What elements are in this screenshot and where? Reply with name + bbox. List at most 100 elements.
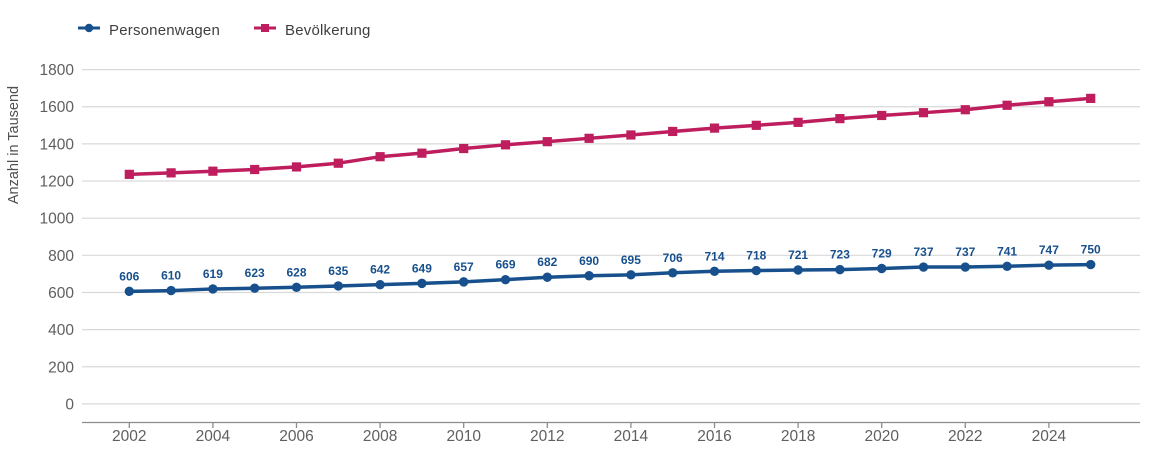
data-point: [668, 268, 678, 278]
data-label: 690: [579, 254, 599, 268]
y-tick-label: 200: [48, 359, 74, 376]
data-point: [542, 272, 552, 282]
x-tick-label: 2014: [614, 428, 649, 445]
data-point: [1044, 97, 1054, 107]
data-point: [960, 105, 970, 115]
data-label: 649: [412, 261, 432, 275]
y-tick-label: 1400: [40, 136, 75, 153]
y-tick-label: 1800: [40, 62, 75, 79]
data-point: [375, 279, 385, 290]
data-point: [166, 168, 176, 178]
y-tick-label: 0: [65, 396, 74, 413]
data-point: [960, 262, 970, 272]
data-point: [250, 283, 260, 293]
data-point: [877, 263, 887, 274]
data-point: [208, 166, 218, 176]
data-point: [542, 137, 552, 147]
line-square-marker-icon: [254, 21, 277, 39]
legend-item-personenwagen[interactable]: Personenwagen: [78, 21, 220, 39]
y-tick-label: 600: [48, 285, 74, 302]
data-point: [417, 148, 427, 158]
legend-label: Bevölkerung: [285, 21, 371, 39]
data-label: 721: [788, 248, 808, 262]
y-tick-label: 400: [48, 322, 74, 339]
data-label: 682: [537, 255, 557, 269]
series-line-personenwagen: [129, 262, 1091, 294]
data-point: [835, 114, 845, 124]
data-point: [208, 284, 218, 294]
data-label: 657: [454, 260, 474, 274]
y-tick-label: 1200: [40, 174, 75, 191]
y-tick-label: 800: [48, 248, 74, 265]
data-point: [584, 133, 594, 143]
x-tick-label: 2024: [1032, 428, 1067, 445]
y-tick-label: 1600: [40, 99, 75, 116]
data-point: [1086, 259, 1096, 270]
data-label: 747: [1039, 243, 1059, 257]
data-label: 723: [830, 248, 850, 262]
data-label: 714: [704, 249, 724, 263]
data-point: [1002, 100, 1012, 110]
data-label: 635: [328, 264, 348, 278]
data-point: [417, 278, 427, 289]
data-label: 737: [955, 245, 975, 259]
data-label: 606: [119, 269, 139, 283]
data-point: [584, 271, 594, 281]
x-tick-label: 2020: [864, 428, 899, 445]
data-point: [626, 270, 636, 280]
y-tick-label: 1000: [40, 211, 75, 228]
legend: Personenwagen Bevölkerung: [78, 21, 371, 39]
data-point: [877, 110, 887, 121]
data-point: [918, 108, 929, 118]
data-label: 729: [872, 247, 892, 261]
data-label: 706: [663, 251, 683, 265]
data-point: [166, 285, 176, 296]
data-point: [250, 164, 260, 175]
data-point: [793, 117, 803, 127]
data-point: [918, 262, 929, 272]
x-tick-label: 2006: [279, 428, 313, 445]
line-circle-marker-icon: [78, 21, 100, 39]
x-tick-label: 2016: [697, 428, 731, 445]
x-tick-label: 2022: [948, 428, 982, 445]
data-label: 737: [913, 245, 933, 259]
data-point: [500, 274, 511, 285]
data-point: [709, 123, 720, 133]
data-point: [793, 265, 803, 275]
y-axis-title: Anzahl in Tausend: [6, 85, 22, 205]
data-point: [124, 169, 134, 179]
data-label: 642: [370, 263, 390, 277]
x-tick-label: 2008: [363, 428, 397, 445]
x-tick-label: 2010: [446, 428, 481, 445]
data-point: [333, 281, 343, 291]
series-line-bevölkerung: [129, 96, 1091, 177]
legend-item-bevoelkerung[interactable]: Bevölkerung: [254, 21, 371, 39]
data-label: 619: [203, 267, 223, 281]
data-label: 750: [1081, 243, 1101, 257]
data-label: 695: [621, 253, 641, 267]
data-point: [333, 158, 343, 168]
data-label: 669: [495, 258, 515, 272]
data-point: [1086, 93, 1096, 103]
data-label: 623: [245, 266, 265, 280]
data-label: 718: [746, 249, 766, 263]
data-label: 610: [161, 269, 181, 283]
data-point: [124, 286, 134, 297]
x-tick-label: 2012: [530, 428, 564, 445]
data-label: 628: [286, 265, 306, 279]
data-point: [1002, 261, 1012, 271]
data-point: [375, 152, 385, 162]
data-point: [459, 143, 469, 154]
data-point: [626, 130, 636, 140]
data-point: [709, 266, 720, 276]
data-point: [668, 126, 678, 137]
data-point: [291, 162, 302, 172]
x-tick-label: 2004: [196, 428, 231, 445]
data-point: [835, 264, 845, 275]
data-point: [1044, 260, 1054, 270]
data-point: [751, 120, 761, 130]
data-point: [291, 282, 302, 292]
data-point: [500, 140, 511, 150]
data-label: 741: [997, 244, 1017, 258]
